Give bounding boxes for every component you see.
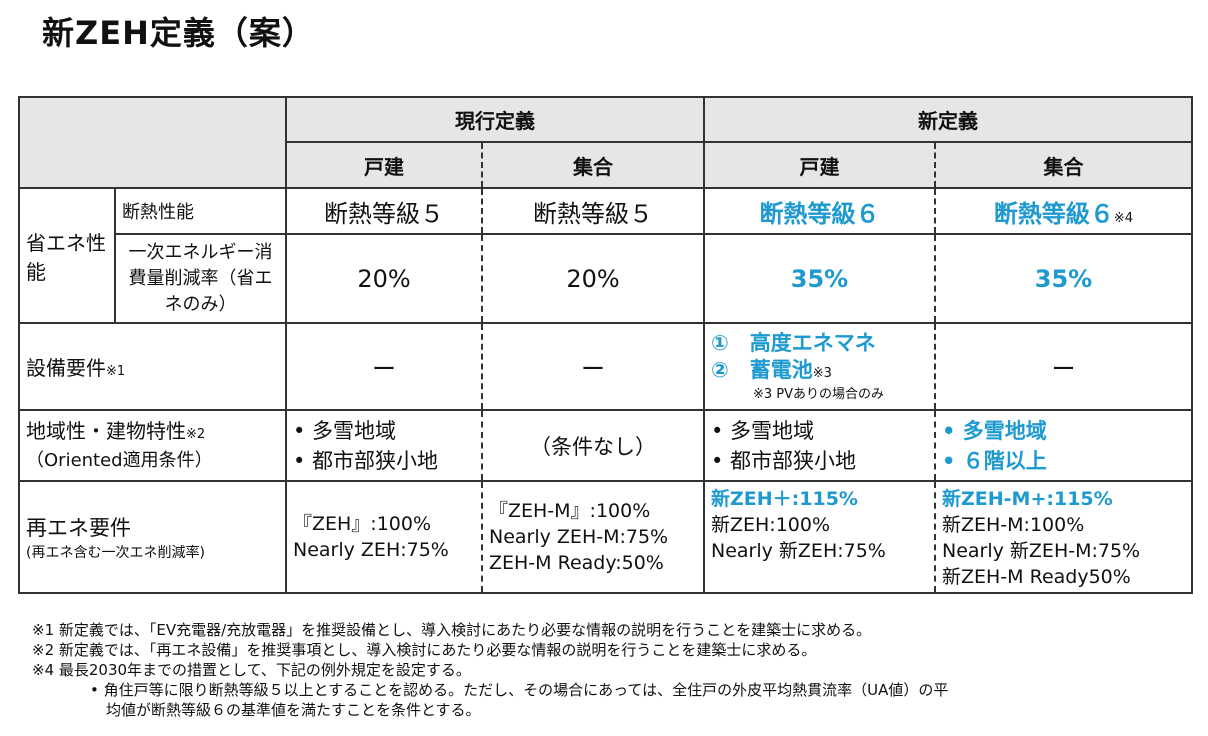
footnote: ※2 新定義では、「再エネ設備」を推奨事項とし、導入検討にあたり必要な情報の説明… xyxy=(32,641,817,659)
reduction-new-d: 35% xyxy=(703,233,936,324)
label-sub: (再エネ含む一次エネ削減率) xyxy=(26,545,205,561)
equipment-label: 設備要件※1 xyxy=(18,322,287,411)
list-item: 『ZEH-M』:100% xyxy=(489,500,651,522)
list-item: 新ZEH:100% xyxy=(711,514,831,536)
header-new-detached: 戸建 xyxy=(703,141,936,189)
reduction-cur-d: 20% xyxy=(285,233,483,324)
list-item: • 多雪地域 xyxy=(293,418,397,443)
equipment-new-d: ① 高度エネマネ ② 蓄電池※3 ※3 PVありの場合のみ xyxy=(703,322,936,411)
equipment-subnote: ※3 PVありの場合のみ xyxy=(753,387,885,402)
label-sub: （Oriented適用条件） xyxy=(26,449,213,471)
list-item: Nearly ZEH:75% xyxy=(293,539,449,561)
reduction-label: 一次エネルギー消費量削減率（省エネのみ） xyxy=(114,233,287,324)
insulation-new-d: 断熱等級６ xyxy=(703,187,936,235)
header-current: 現行定義 xyxy=(285,96,705,143)
equipment-item: ② 蓄電池 xyxy=(711,358,813,382)
equipment-item: ① 高度エネマネ xyxy=(711,331,876,355)
label-text: 地域性・建物特性 xyxy=(26,418,186,443)
footnote-bullet: • 角住戸等に限り断熱等級５以上とすることを認める。ただし、その場合にあっては、… xyxy=(90,681,949,699)
regional-new-d: • 多雪地域 • 都市部狭小地 xyxy=(703,409,936,482)
regional-label: 地域性・建物特性※2 （Oriented適用条件） xyxy=(18,409,287,482)
regional-new-c: • 多雪地域 • ６階以上 xyxy=(934,409,1193,482)
renewable-cur-c: 『ZEH-M』:100% Nearly ZEH-M:75% ZEH-M Ready:… xyxy=(481,480,705,594)
list-item: • 都市部狭小地 xyxy=(293,448,439,473)
equipment-cur-c: ー xyxy=(481,322,705,411)
insulation-label: 断熱性能 xyxy=(114,187,287,235)
equipment-new-c: ー xyxy=(934,322,1193,411)
corner-cell xyxy=(18,96,287,189)
header-new: 新定義 xyxy=(703,96,1193,143)
footnote: ※1 新定義では、「EV充電器/充放電器」を推奨設備とし、導入検討にあたり必要な… xyxy=(32,621,872,639)
equipment-cur-d: ー xyxy=(285,322,483,411)
label-text: 再エネ要件 xyxy=(26,516,131,540)
list-item: • 多雪地域 xyxy=(711,418,815,443)
list-item-highlight: 新ZEH＋:115% xyxy=(711,488,858,510)
regional-cur-d: • 多雪地域 • 都市部狭小地 xyxy=(285,409,483,482)
header-current-collective: 集合 xyxy=(481,141,705,189)
list-item: 新ZEH-M:100% xyxy=(942,514,1085,536)
renewable-new-d: 新ZEH＋:115% 新ZEH:100% Nearly 新ZEH:75% xyxy=(703,480,936,594)
zeh-definition-table: 現行定義 新定義 戸建 集合 戸建 集合 省エネ性能 断熱性能 断熱等級５ 断熱… xyxy=(18,96,1193,594)
list-item: • ６階以上 xyxy=(942,448,1047,473)
list-item: Nearly 新ZEH:75% xyxy=(711,540,886,562)
header-current-detached: 戸建 xyxy=(285,141,483,189)
header-new-collective: 集合 xyxy=(934,141,1193,189)
note-ref: ※1 xyxy=(106,364,126,379)
list-item: Nearly 新ZEH-M:75% xyxy=(942,540,1141,562)
footnote-bullet-cont: 均値が断熱等級６の基準値を満たすことを条件とする。 xyxy=(106,701,481,719)
note-ref: ※4 xyxy=(1113,210,1134,226)
insulation-cur-c: 断熱等級５ xyxy=(481,187,705,235)
list-item-highlight: 新ZEH-M+:115% xyxy=(942,488,1113,510)
renewable-new-c: 新ZEH-M+:115% 新ZEH-M:100% Nearly 新ZEH-M:75%… xyxy=(934,480,1193,594)
footnotes: ※1 新定義では、「EV充電器/充放電器」を推奨設備とし、導入検討にあたり必要な… xyxy=(32,620,948,720)
list-item: ZEH-M Ready:50% xyxy=(489,552,664,574)
renewable-label: 再エネ要件 (再エネ含む一次エネ削減率) xyxy=(18,480,287,594)
list-item: • 都市部狭小地 xyxy=(711,448,857,473)
insulation-new-c: 断熱等級６※4 xyxy=(934,187,1193,235)
reduction-new-c: 35% xyxy=(934,233,1193,324)
page-title: 新ZEH定義（案） xyxy=(42,14,315,52)
insulation-new-c-value: 断熱等級６ xyxy=(993,199,1114,228)
list-item: Nearly ZEH-M:75% xyxy=(489,526,669,548)
note-ref: ※3 xyxy=(812,366,832,381)
list-item: • 多雪地域 xyxy=(942,418,1047,443)
energy-group-label: 省エネ性能 xyxy=(18,187,116,324)
reduction-cur-c: 20% xyxy=(481,233,705,324)
footnote: ※4 最長2030年までの措置として、下記の例外規定を設定する。 xyxy=(32,661,471,679)
label-text: 設備要件 xyxy=(26,356,106,380)
list-item: 新ZEH-M Ready50% xyxy=(942,566,1131,588)
renewable-cur-d: 『ZEH』:100% Nearly ZEH:75% xyxy=(285,480,483,594)
list-item: 『ZEH』:100% xyxy=(293,513,432,535)
insulation-cur-d: 断熱等級５ xyxy=(285,187,483,235)
note-ref: ※2 xyxy=(186,426,206,442)
regional-cur-c: （条件なし） xyxy=(481,409,705,482)
